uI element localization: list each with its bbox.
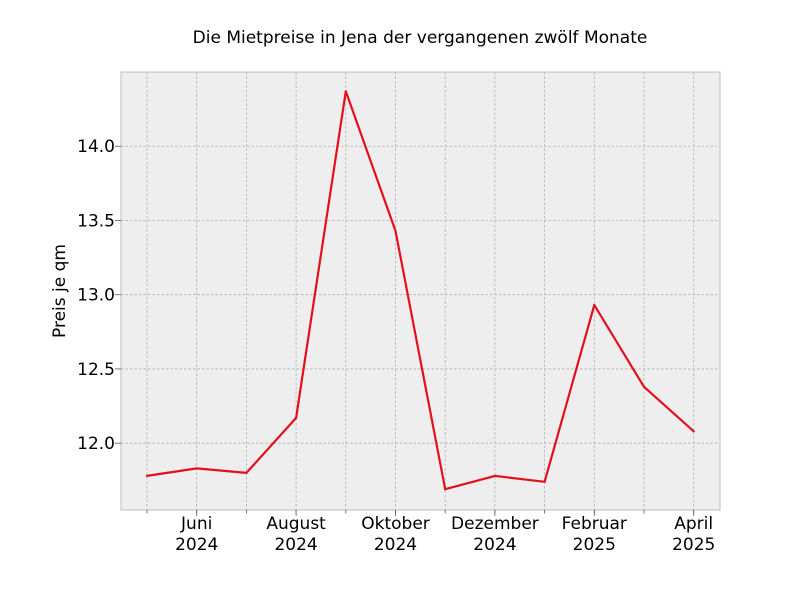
data-point xyxy=(692,430,695,433)
data-point xyxy=(642,385,646,388)
series-layer xyxy=(145,90,695,491)
x-tick-label-year: 2025 xyxy=(672,535,715,555)
x-tick-label-month: Dezember xyxy=(451,514,539,534)
x-tick-label-year: 2024 xyxy=(374,535,417,555)
plot-area xyxy=(121,72,720,510)
x-tick-label-month: April xyxy=(674,514,713,534)
y-tick-label: 12.0 xyxy=(77,434,115,454)
data-point xyxy=(245,471,248,474)
data-point xyxy=(145,474,149,477)
x-tick-label-year: 2024 xyxy=(274,535,317,555)
x-tick-label-year: 2024 xyxy=(473,535,516,555)
x-tick-label-month: Juni xyxy=(180,514,212,534)
data-point xyxy=(543,480,546,483)
data-point xyxy=(344,90,347,93)
x-tick-label-month: August xyxy=(266,514,326,534)
y-axis-label: Preis je qm xyxy=(50,244,70,338)
x-tick-label-year: 2024 xyxy=(175,535,218,555)
x-tick-label-month: Oktober xyxy=(361,514,430,534)
y-tick-label: 12.5 xyxy=(77,360,115,380)
data-point xyxy=(493,474,496,477)
series-line xyxy=(146,90,695,491)
axis-ticks: 12.012.513.013.514.0Juni2024August2024Ok… xyxy=(77,137,715,555)
x-tick-label-year: 2025 xyxy=(573,535,616,555)
data-point xyxy=(593,304,596,307)
x-tick-label-month: Februar xyxy=(562,514,627,534)
data-point xyxy=(444,488,447,491)
chart-title: Die Mietpreise in Jena der vergangenen z… xyxy=(193,28,648,48)
data-point xyxy=(195,467,198,470)
y-tick-label: 13.5 xyxy=(77,211,115,231)
y-tick-label: 13.0 xyxy=(77,286,115,306)
grid xyxy=(121,72,720,510)
plot-frame xyxy=(120,71,721,511)
data-point xyxy=(394,229,397,232)
data-point xyxy=(295,416,298,420)
y-tick-label: 14.0 xyxy=(77,137,115,157)
